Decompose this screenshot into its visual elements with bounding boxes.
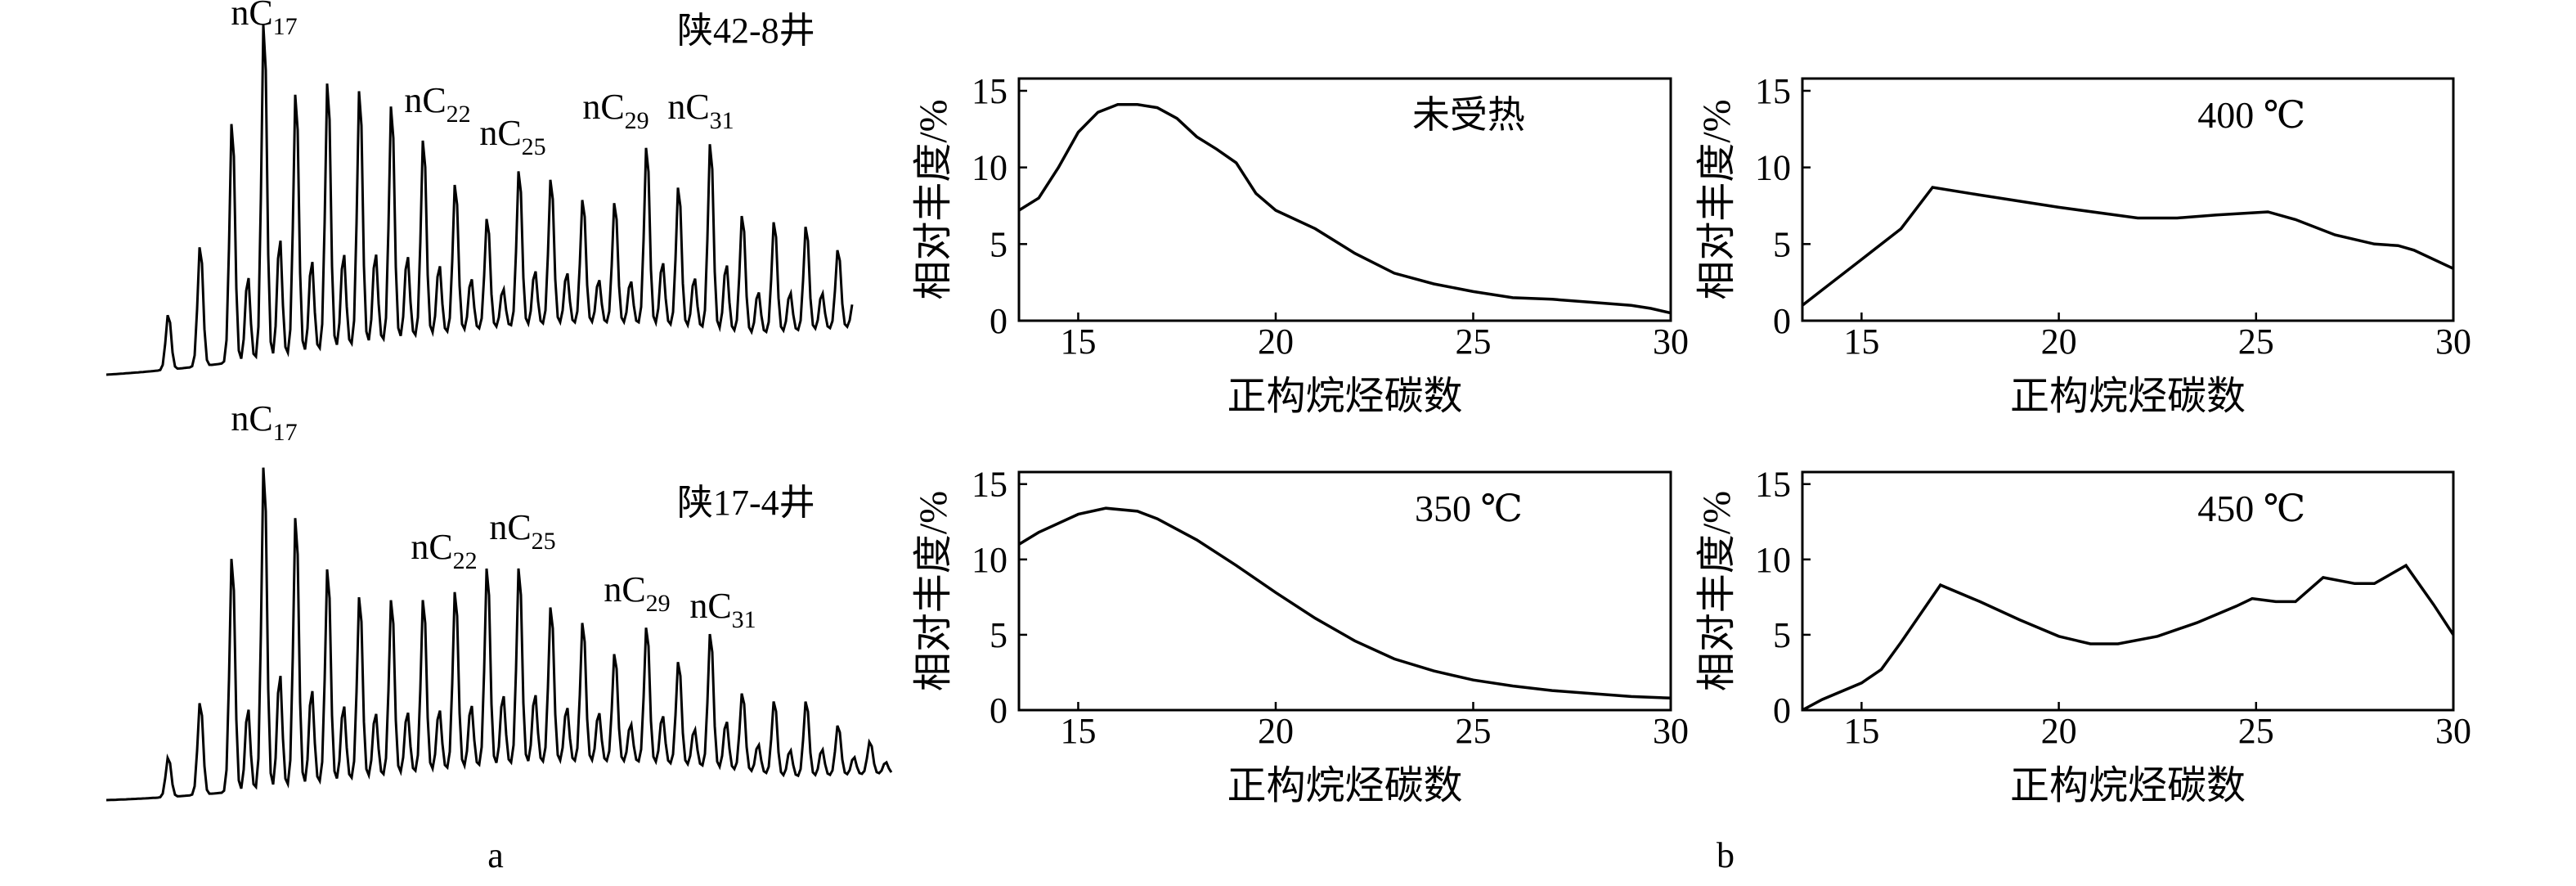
y-tick-label: 15	[1755, 71, 1791, 111]
x-axis-label: 正构烷烃碳数	[1227, 375, 1462, 418]
y-tick-label: 10	[1755, 540, 1791, 580]
peak-label-sub: 25	[522, 133, 546, 160]
y-axis-label: 相对丰度/%	[1695, 99, 1739, 299]
chromatogram-trace	[105, 467, 893, 802]
y-tick-label: 0	[1773, 690, 1791, 731]
peak-label-base: nC	[489, 507, 531, 547]
y-axis-label: 相对丰度/%	[912, 491, 955, 691]
x-axis-label: 正构烷烃碳数	[2010, 375, 2246, 418]
data-line	[1801, 186, 2454, 307]
peak-label-sub: 31	[732, 606, 756, 633]
peak-label-sub: 25	[532, 528, 556, 555]
x-tick-label: 25	[1455, 322, 1491, 362]
annotation: 400 ℃	[2197, 94, 2305, 136]
x-tick-label: 25	[1455, 711, 1491, 751]
x-tick-label: 15	[1843, 711, 1879, 751]
caption: b	[1717, 835, 1735, 875]
plot-frame	[1017, 77, 1672, 322]
x-tick-label: 15	[1843, 322, 1879, 362]
well-name: 陕42-8井	[677, 11, 815, 51]
x-tick-label: 15	[1060, 711, 1096, 751]
data-line	[1018, 103, 1672, 315]
peak-label-sub: 22	[453, 547, 478, 574]
peak-label-base: nC	[582, 87, 624, 127]
peak-label-sub: 29	[646, 590, 671, 617]
y-tick-label: 10	[972, 148, 1008, 188]
y-tick-label: 0	[990, 301, 1008, 341]
peak-label-base: nC	[411, 527, 452, 567]
y-tick-label: 10	[1755, 148, 1791, 188]
plot-frame	[1801, 77, 2455, 322]
x-tick-label: 25	[2238, 322, 2274, 362]
peak-label-sub: 17	[273, 419, 298, 446]
y-tick-label: 0	[990, 690, 1008, 731]
plot-frame	[1801, 470, 2455, 712]
x-tick-label: 25	[2238, 711, 2274, 751]
peak-label-sub: 22	[447, 101, 471, 128]
peak-label-sub: 29	[625, 107, 649, 134]
y-tick-label: 10	[972, 540, 1008, 580]
y-axis-label: 相对丰度/%	[912, 99, 955, 299]
annotation: 450 ℃	[2197, 488, 2305, 529]
peak-label-sub: 17	[273, 13, 298, 40]
y-tick-label: 15	[972, 71, 1008, 111]
peak-label: nC29	[582, 87, 648, 134]
y-tick-label: 15	[972, 465, 1008, 505]
peak-label: nC29	[604, 569, 670, 617]
annotation: 350 ℃	[1415, 488, 1523, 529]
x-tick-label: 20	[1258, 322, 1294, 362]
peak-label-base: nC	[604, 569, 645, 609]
y-tick-label: 5	[1773, 224, 1791, 264]
plot-frame	[1017, 470, 1672, 712]
y-tick-label: 0	[1773, 301, 1791, 341]
y-tick-label: 5	[990, 615, 1008, 655]
x-tick-label: 30	[1653, 322, 1689, 362]
peak-label: nC25	[489, 507, 555, 555]
peak-label: nC31	[689, 586, 756, 633]
peak-label: nC22	[404, 80, 470, 128]
x-axis-label: 正构烷烃碳数	[1227, 764, 1462, 807]
x-axis-label: 正构烷烃碳数	[2010, 764, 2246, 807]
peak-label-base: nC	[231, 0, 272, 33]
peak-label: nC25	[479, 113, 545, 160]
y-tick-label: 5	[1773, 615, 1791, 655]
well-name: 陕17-4井	[677, 483, 815, 523]
data-line	[1018, 506, 1672, 700]
peak-label: nC22	[411, 527, 477, 574]
x-tick-label: 20	[1258, 711, 1294, 751]
x-tick-label: 30	[1653, 711, 1689, 751]
x-tick-label: 30	[2435, 711, 2471, 751]
chromatogram-trace	[105, 25, 854, 376]
peak-label: nC17	[231, 0, 297, 40]
data-line	[1802, 563, 2455, 712]
peak-label-base: nC	[667, 87, 709, 127]
y-axis-label: 相对丰度/%	[1695, 491, 1739, 691]
x-tick-label: 20	[2041, 711, 2077, 751]
y-tick-label: 5	[990, 224, 1008, 264]
x-tick-label: 20	[2041, 322, 2077, 362]
y-tick-label: 15	[1755, 465, 1791, 505]
peak-label-base: nC	[479, 113, 521, 153]
peak-label-base: nC	[404, 80, 446, 120]
x-tick-label: 15	[1060, 322, 1096, 362]
peak-label-base: nC	[689, 586, 731, 626]
caption: a	[487, 835, 504, 875]
peak-label: nC31	[667, 87, 734, 134]
peak-label-base: nC	[231, 398, 272, 439]
peak-label-sub: 31	[710, 107, 734, 134]
peak-label: nC17	[231, 398, 297, 446]
annotation: 未受热	[1412, 94, 1525, 136]
x-tick-label: 30	[2435, 322, 2471, 362]
